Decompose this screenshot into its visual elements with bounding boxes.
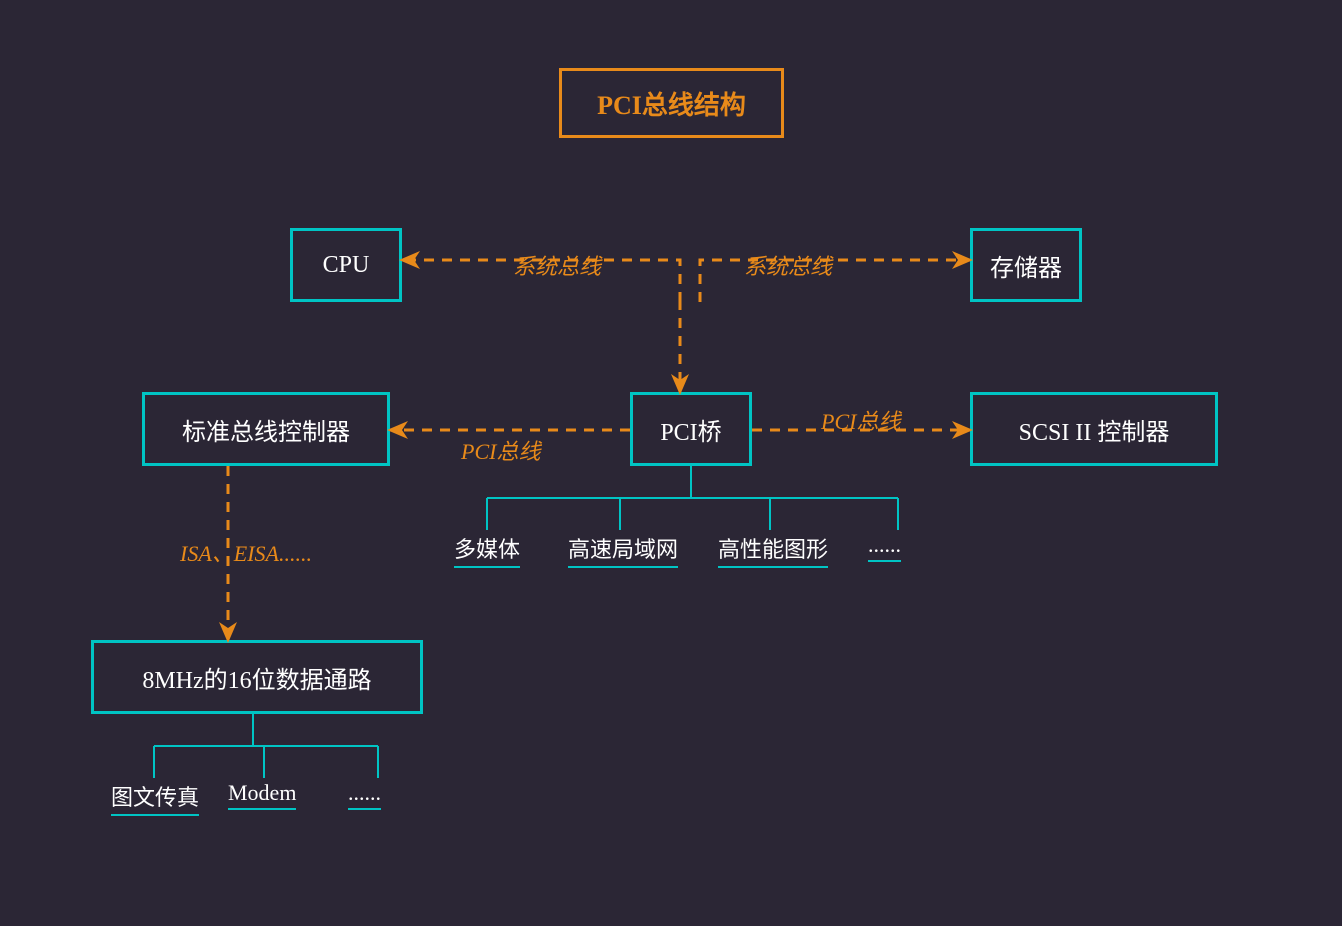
- leaf-more2: ......: [348, 780, 381, 810]
- edge-label-isa-eisa: ISA、EISA......: [180, 536, 312, 568]
- leaf-modem: Modem: [228, 780, 296, 810]
- edge-label-sysbus-left: 系统总线: [513, 249, 601, 281]
- leaf-more1: ......: [868, 532, 901, 562]
- leaf-multimedia: 多媒体: [454, 532, 520, 568]
- leaf-lan: 高速局域网: [568, 532, 678, 568]
- diagram-title: PCI总线结构: [559, 68, 784, 138]
- node-scsi: SCSI II 控制器: [970, 392, 1218, 466]
- leaf-fax: 图文传真: [111, 780, 199, 816]
- node-pcibridge: PCI桥: [630, 392, 752, 466]
- edge-label-sysbus-right: 系统总线: [744, 249, 832, 281]
- edge-label-pcibus-right: PCI总线: [821, 404, 900, 436]
- node-datapath: 8MHz的16位数据通路: [91, 640, 423, 714]
- leaf-graphics: 高性能图形: [718, 532, 828, 568]
- node-stdbus: 标准总线控制器: [142, 392, 390, 466]
- node-memory: 存储器: [970, 228, 1082, 302]
- edge-label-pcibus-left: PCI总线: [461, 434, 540, 466]
- node-cpu: CPU: [290, 228, 402, 302]
